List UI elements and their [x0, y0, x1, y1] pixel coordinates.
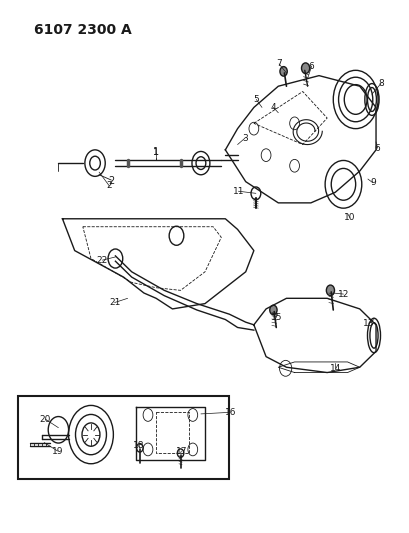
FancyBboxPatch shape	[18, 397, 229, 479]
Text: 15: 15	[270, 313, 282, 322]
Text: 6: 6	[374, 144, 380, 153]
Text: 11: 11	[232, 187, 243, 196]
Text: 2: 2	[108, 176, 114, 187]
Text: 4: 4	[270, 103, 276, 112]
Circle shape	[269, 305, 276, 315]
Text: 6107 2300 A: 6107 2300 A	[34, 22, 131, 37]
Text: 7: 7	[276, 60, 281, 68]
Text: 8: 8	[377, 79, 383, 88]
Circle shape	[326, 285, 334, 296]
Text: 21: 21	[109, 298, 120, 307]
Text: 10: 10	[344, 213, 355, 222]
Text: 5: 5	[253, 95, 258, 104]
Text: 17: 17	[175, 447, 187, 456]
Circle shape	[279, 67, 287, 76]
Text: 22: 22	[97, 256, 108, 265]
Text: 12: 12	[337, 289, 348, 298]
Text: 3: 3	[241, 134, 247, 143]
Text: 19: 19	[52, 447, 63, 456]
Text: 18: 18	[133, 441, 144, 450]
Text: 1: 1	[153, 148, 159, 157]
Text: 20: 20	[40, 415, 51, 424]
Text: 16: 16	[224, 408, 236, 417]
Text: 9: 9	[369, 178, 375, 187]
Circle shape	[301, 63, 309, 74]
Text: 1: 1	[153, 147, 159, 157]
Text: 6: 6	[308, 62, 314, 70]
Text: 2: 2	[106, 181, 112, 190]
Text: 13: 13	[362, 319, 373, 328]
Text: 14: 14	[329, 364, 340, 373]
